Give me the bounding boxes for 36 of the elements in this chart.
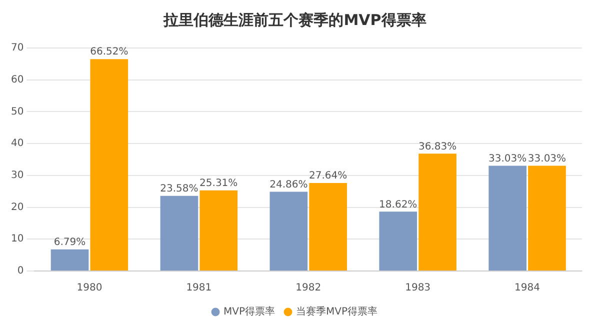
bar <box>379 212 418 270</box>
y-tick-label: 0 <box>17 266 24 277</box>
bar <box>90 59 128 270</box>
y-tick-label: 70 <box>10 42 24 54</box>
x-tick-label: 1983 <box>405 282 431 294</box>
bar <box>50 249 89 270</box>
legend-label: 当赛季MVP得票率 <box>296 306 378 318</box>
bar <box>528 166 566 270</box>
y-tick-label: 50 <box>10 106 24 118</box>
legend-label: MVP得票率 <box>224 306 275 318</box>
text: 33.03% <box>528 153 566 164</box>
bar <box>309 182 347 270</box>
bar <box>160 196 198 270</box>
text: 18.62% <box>379 199 418 210</box>
y-tick-label: 60 <box>10 74 24 86</box>
y-tick-label: 20 <box>10 202 24 213</box>
bar <box>270 192 308 270</box>
x-tick-label: 1984 <box>514 282 540 294</box>
text: 27.64% <box>308 170 348 182</box>
text: 24.86% <box>270 179 308 190</box>
text: 66.52% <box>90 46 128 58</box>
chart-title: 拉里伯德生涯前五个赛季的MVP得票率 <box>162 10 426 29</box>
y-tick-label: 10 <box>10 234 24 245</box>
y-tick-label: 30 <box>10 170 24 182</box>
text: 36.83% <box>418 141 457 152</box>
bar <box>488 166 526 270</box>
x-tick-label: 1981 <box>186 282 212 294</box>
x-tick-label: 1980 <box>76 282 102 294</box>
text: 33.03% <box>488 153 527 164</box>
bar <box>418 154 456 270</box>
y-tick-label: 40 <box>10 138 24 150</box>
bar <box>200 190 238 270</box>
text: 25.31% <box>200 178 238 189</box>
text: 6.79% <box>54 236 86 248</box>
text: 23.58% <box>160 183 198 194</box>
x-tick-label: 1982 <box>296 282 322 294</box>
